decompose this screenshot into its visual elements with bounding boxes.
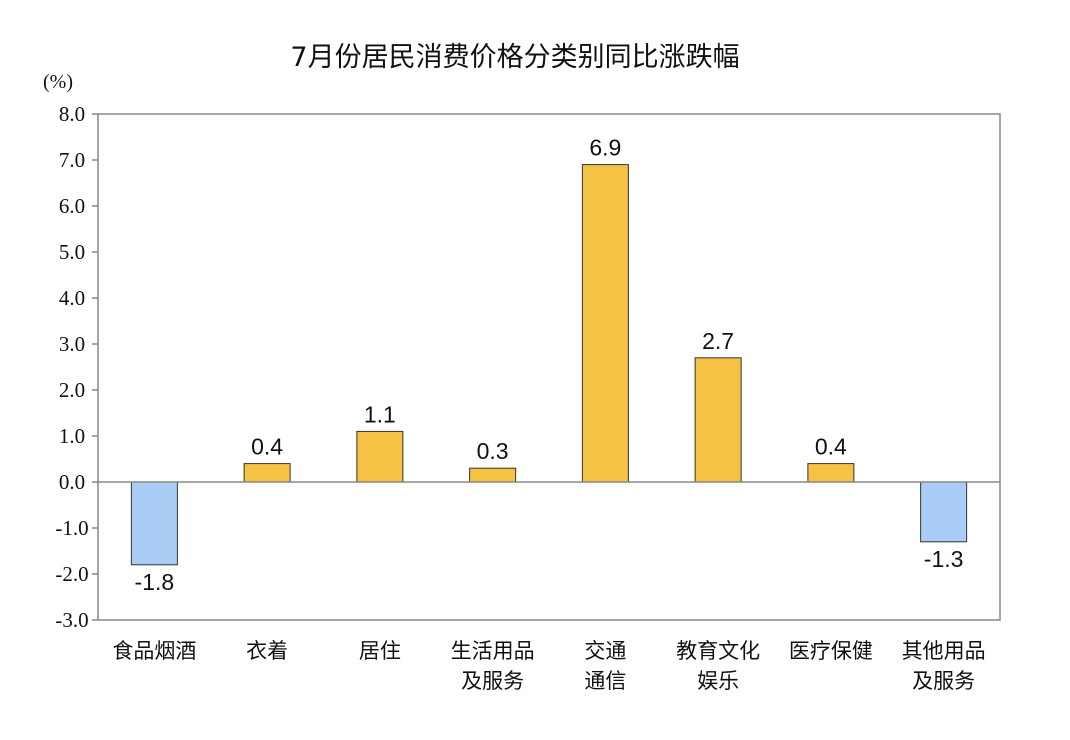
y-tick-label: -1.0: [55, 516, 88, 540]
data-label: 1.1: [364, 401, 396, 427]
y-tick-label: 2.0: [59, 378, 85, 402]
bar-series: [130, 164, 968, 566]
y-axis-unit-label: (%): [43, 71, 73, 93]
y-tick-label: 6.0: [59, 194, 85, 218]
data-label: -1.8: [135, 569, 175, 595]
x-category-label: 居住: [359, 639, 401, 663]
x-category-label: 医疗保健: [789, 639, 873, 663]
y-tick-label: 3.0: [59, 332, 85, 356]
bar: [920, 481, 968, 543]
x-category-label: 教育文化: [676, 639, 760, 663]
x-category-label: 及服务: [461, 669, 524, 693]
bar: [356, 430, 404, 483]
y-tick-label: -2.0: [55, 562, 88, 586]
data-label: 6.9: [589, 135, 621, 161]
data-label: 0.4: [815, 434, 847, 460]
y-tick-label: 7.0: [59, 148, 85, 172]
bar: [130, 481, 178, 566]
y-tick-label: -3.0: [55, 608, 88, 632]
bar: [243, 463, 291, 483]
x-category-label: 通信: [584, 669, 626, 693]
data-label: 0.4: [251, 434, 283, 460]
y-tick-label: 4.0: [59, 286, 85, 310]
x-category-label: 及服务: [912, 669, 975, 693]
plot-area-frame: [97, 113, 1001, 621]
bar: [469, 467, 517, 483]
y-tick-label: 5.0: [59, 240, 85, 264]
x-category-label: 生活用品: [451, 639, 535, 663]
bar: [581, 164, 629, 483]
y-tick-label: 8.0: [59, 102, 85, 126]
data-label: 2.7: [702, 328, 734, 354]
x-category-label: 其他用品: [902, 639, 986, 663]
y-tick-label: 1.0: [59, 424, 85, 448]
chart-title: 7月份居民消费价格分类别同比涨跌幅: [290, 42, 739, 73]
bar: [694, 357, 742, 483]
y-tick-label: 0.0: [59, 470, 85, 494]
x-category-label: 娱乐: [697, 669, 739, 693]
y-axis-ticks: 8.0 7.0 6.0 5.0 4.0 3.0 2.0 1.0 0.0 -1.0 -2.0 -3.0: [55, 102, 98, 632]
data-labels: -1.8 0.4 1.1 0.3 6.9 2.7 0.4 -1.3: [135, 135, 964, 595]
x-category-label: 食品烟酒: [112, 639, 196, 663]
bar: [807, 463, 855, 483]
data-label: 0.3: [477, 438, 509, 464]
data-label: -1.3: [924, 546, 964, 572]
x-category-label: 交通: [584, 639, 626, 663]
x-category-label: 衣着: [246, 639, 288, 663]
